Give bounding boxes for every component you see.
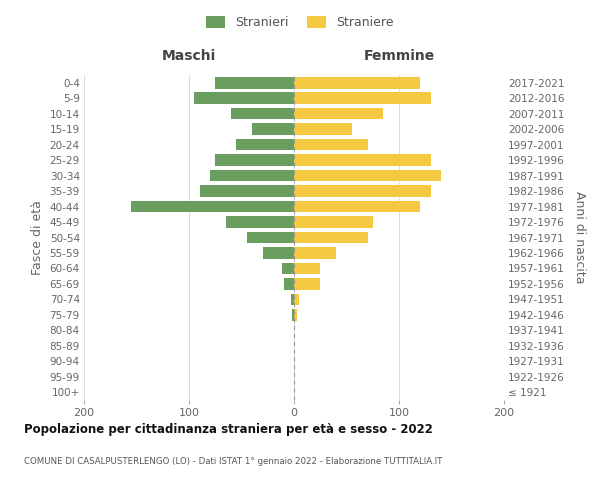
Legend: Stranieri, Straniere: Stranieri, Straniere: [202, 11, 398, 34]
Bar: [294, 200, 420, 212]
Bar: [210, 170, 294, 181]
Text: Femmine: Femmine: [364, 48, 434, 62]
Bar: [292, 309, 294, 320]
Bar: [236, 139, 294, 150]
Bar: [294, 278, 320, 289]
Bar: [226, 216, 294, 228]
Bar: [284, 278, 294, 289]
Bar: [291, 294, 294, 305]
Y-axis label: Anni di nascita: Anni di nascita: [573, 191, 586, 284]
Bar: [294, 262, 320, 274]
Bar: [263, 247, 294, 259]
Bar: [294, 294, 299, 305]
Bar: [294, 77, 420, 88]
Bar: [294, 170, 441, 181]
Bar: [294, 92, 431, 104]
Bar: [294, 216, 373, 228]
Bar: [199, 186, 294, 197]
Text: COMUNE DI CASALPUSTERLENGO (LO) - Dati ISTAT 1° gennaio 2022 - Elaborazione TUTT: COMUNE DI CASALPUSTERLENGO (LO) - Dati I…: [24, 458, 442, 466]
Bar: [294, 108, 383, 120]
Bar: [294, 154, 431, 166]
Bar: [294, 232, 367, 243]
Bar: [247, 232, 294, 243]
Bar: [294, 309, 297, 320]
Bar: [252, 124, 294, 135]
Y-axis label: Fasce di età: Fasce di età: [31, 200, 44, 275]
Bar: [294, 124, 352, 135]
Bar: [131, 200, 294, 212]
Text: Popolazione per cittadinanza straniera per età e sesso - 2022: Popolazione per cittadinanza straniera p…: [24, 422, 433, 436]
Bar: [283, 262, 294, 274]
Bar: [215, 154, 294, 166]
Bar: [294, 247, 336, 259]
Bar: [231, 108, 294, 120]
Bar: [294, 139, 367, 150]
Bar: [294, 186, 431, 197]
Text: Maschi: Maschi: [162, 48, 216, 62]
Bar: [194, 92, 294, 104]
Bar: [215, 77, 294, 88]
